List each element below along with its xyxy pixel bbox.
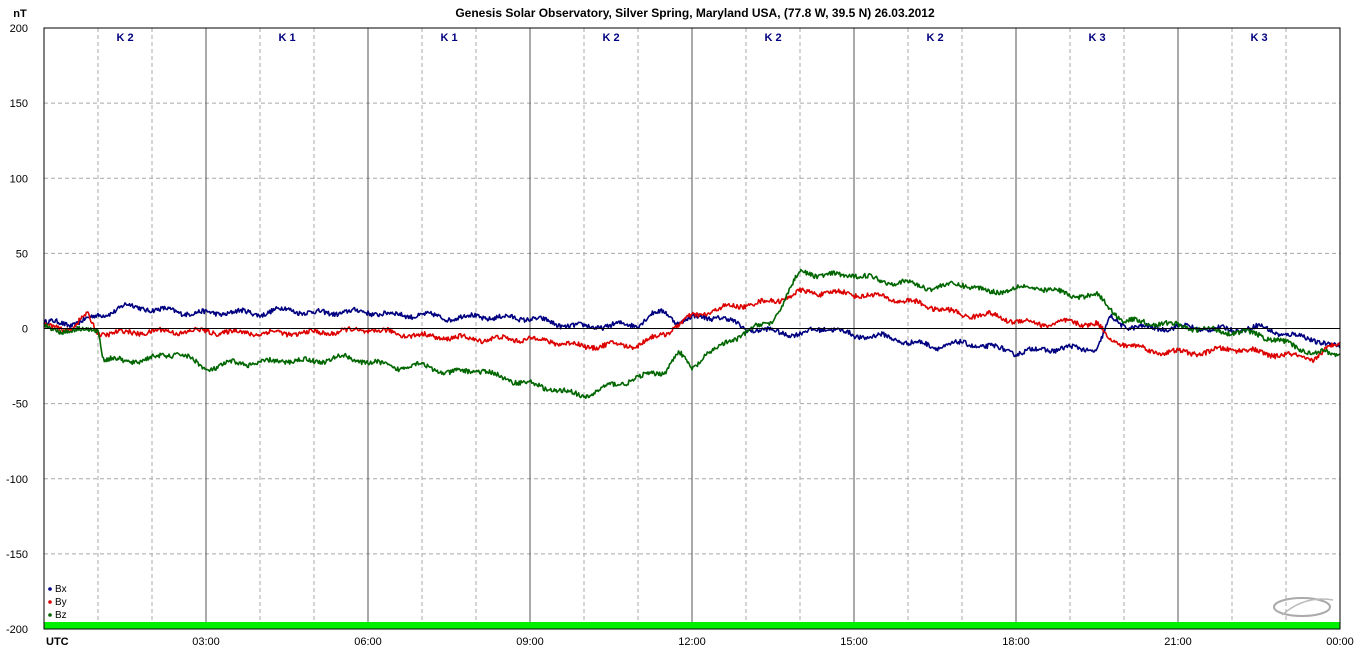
plot-frame [43, 27, 1341, 630]
legend-marker [48, 613, 52, 617]
series-line-bx [43, 302, 1341, 358]
sam-logo-icon [1273, 597, 1334, 617]
k-index-labels: K 2 K 1 K 1 K 2 K 2 K 2 K 3 K 3 [116, 32, 1267, 44]
series-line-by [43, 287, 1341, 364]
legend-marker [48, 600, 52, 604]
x-tick-label: 21:00 [1164, 636, 1192, 648]
y-tick-label: 100 [10, 173, 28, 185]
data-quality-bar [44, 622, 1340, 629]
chart-title: Genesis Solar Observatory, Silver Spring… [455, 6, 935, 20]
x-tick-label: 03:00 [192, 636, 220, 648]
y-axis-unit: nT [13, 8, 27, 20]
k-index-label: K 1 [440, 32, 457, 44]
x-tick-label: 00:00 [1326, 636, 1354, 648]
y-tick-label: 0 [22, 324, 28, 336]
k-index-label: K 3 [1250, 32, 1267, 44]
y-tick-label: 50 [16, 248, 28, 260]
series-line-bz [43, 268, 1341, 400]
legend-label: Bz [55, 610, 67, 621]
series-lines [43, 268, 1341, 400]
x-axis-unit: UTC [46, 636, 69, 648]
x-tick-label: 06:00 [354, 636, 382, 648]
y-tick-label: 150 [10, 98, 28, 110]
y-tick-label: -50 [12, 399, 28, 411]
y-tick-label: 200 [10, 23, 28, 35]
y-tick-label: -200 [6, 624, 28, 636]
x-tick-label: 15:00 [840, 636, 868, 648]
k-index-label: K 2 [764, 32, 781, 44]
k-index-label: K 2 [116, 32, 133, 44]
y-tick-label: -150 [6, 549, 28, 561]
k-index-label: K 2 [926, 32, 943, 44]
x-tick-label: 09:00 [516, 636, 544, 648]
legend-label: Bx [55, 584, 67, 595]
y-tick-label: -100 [6, 474, 28, 486]
k-index-label: K 1 [278, 32, 295, 44]
legend-label: By [55, 597, 67, 608]
x-tick-label: 12:00 [678, 636, 706, 648]
legend-marker [48, 587, 52, 591]
k-index-label: K 2 [602, 32, 619, 44]
legend: Bx By Bz [48, 584, 67, 621]
x-tick-label: 18:00 [1002, 636, 1030, 648]
k-index-label: K 3 [1088, 32, 1105, 44]
axes: 200 150 100 50 0 -50 -100 -150 -200 03:00 06:00 09:… [6, 23, 1354, 648]
